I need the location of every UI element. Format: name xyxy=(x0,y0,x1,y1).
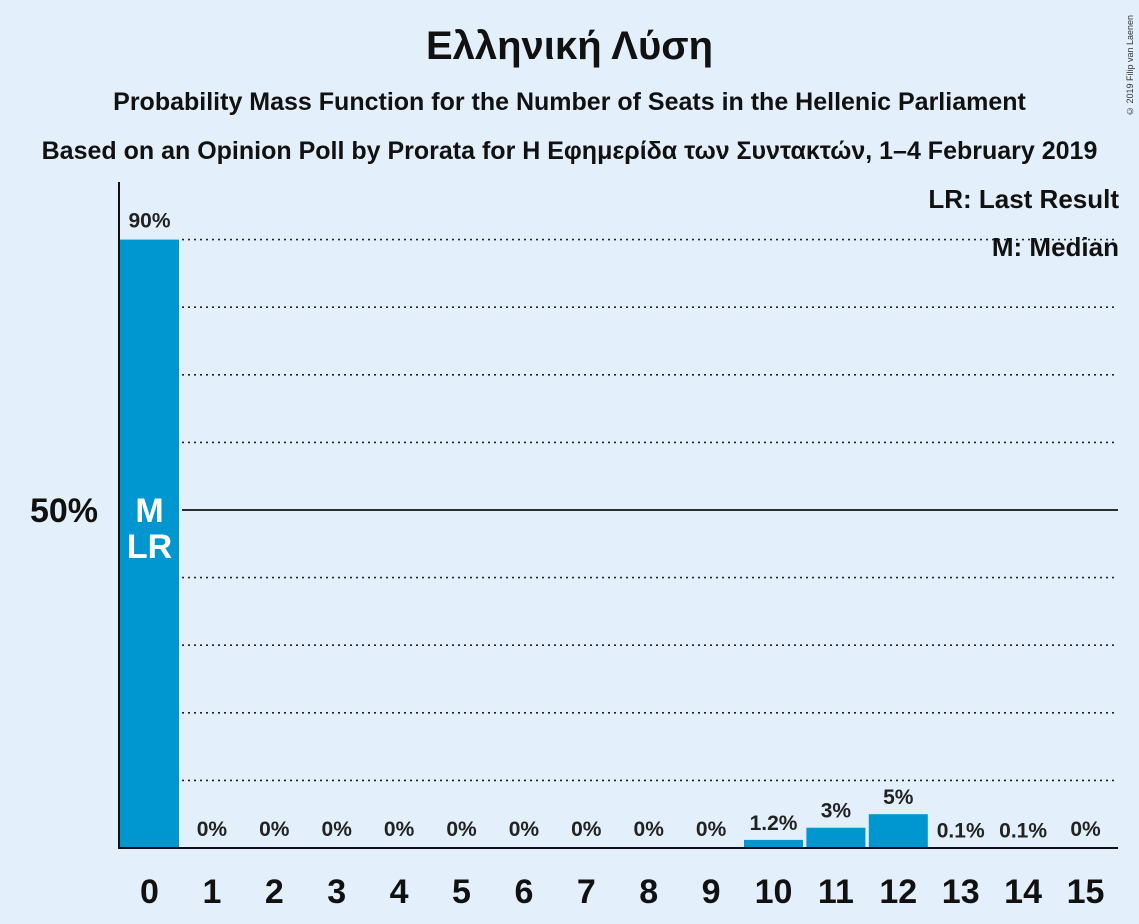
x-tick-label: 1 xyxy=(202,873,221,911)
x-tick-label: 3 xyxy=(327,873,346,911)
data-label: 0% xyxy=(197,818,228,841)
data-label: 0% xyxy=(322,818,353,841)
data-label: 0.1% xyxy=(937,819,985,842)
data-label: 1.2% xyxy=(750,812,798,835)
x-tick-label: 5 xyxy=(452,873,471,911)
data-label: 0% xyxy=(259,818,290,841)
x-tick-label: 11 xyxy=(818,873,854,911)
data-label: 0% xyxy=(571,818,602,841)
x-tick-label: 13 xyxy=(942,873,980,911)
last-result-marker: LR xyxy=(127,528,172,566)
x-tick-label: 4 xyxy=(390,873,409,911)
data-label: 0% xyxy=(446,818,477,841)
data-label: 0% xyxy=(634,818,665,841)
x-tick-label: 0 xyxy=(140,873,159,911)
x-tick-label: 9 xyxy=(702,873,721,911)
median-marker: M xyxy=(135,492,163,530)
x-tick-label: 2 xyxy=(265,873,284,911)
x-tick-label: 12 xyxy=(879,873,917,911)
x-tick-label: 14 xyxy=(1004,873,1042,911)
chart-subtitle: Probability Mass Function for the Number… xyxy=(113,88,1026,116)
chart-source: Based on an Opinion Poll by Prorata for … xyxy=(41,137,1098,165)
legend-last-result: LR: Last Result xyxy=(928,184,1119,214)
data-label: 5% xyxy=(883,786,914,809)
data-label: 90% xyxy=(128,210,170,233)
bar xyxy=(868,814,928,848)
x-tick-label: 10 xyxy=(755,873,793,911)
x-tick-label: 7 xyxy=(577,873,596,911)
bar xyxy=(120,239,179,849)
data-label: 0% xyxy=(384,818,415,841)
data-label: 3% xyxy=(821,800,852,823)
bar xyxy=(806,827,866,848)
x-tick-label: 6 xyxy=(514,873,533,911)
chart-title: Ελληνική Λύση xyxy=(425,24,714,68)
legend-median: M: Median xyxy=(991,232,1119,262)
x-tick-label: 8 xyxy=(639,873,658,911)
bar xyxy=(744,839,803,848)
data-label: 0.1% xyxy=(999,819,1047,842)
data-label: 0% xyxy=(509,818,540,841)
y-tick-label: 50% xyxy=(30,492,98,530)
data-label: 0% xyxy=(696,818,727,841)
data-label: 0% xyxy=(1070,818,1101,841)
x-tick-label: 15 xyxy=(1067,873,1105,911)
